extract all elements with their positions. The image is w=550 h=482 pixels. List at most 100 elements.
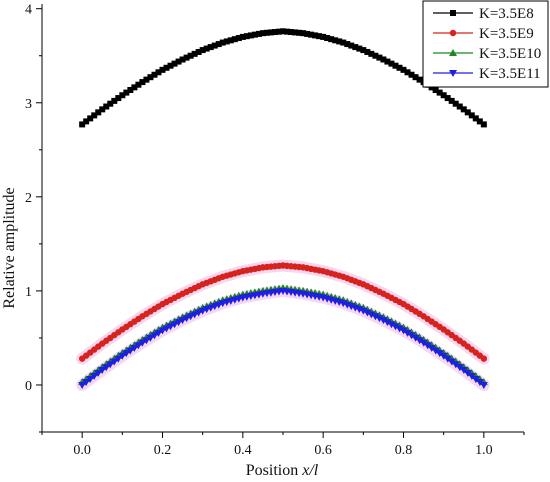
series-marker	[415, 337, 424, 345]
series-marker	[400, 66, 407, 73]
series-marker	[372, 52, 379, 59]
series-marker	[150, 332, 159, 340]
series-marker	[183, 54, 190, 61]
series-marker	[259, 30, 266, 37]
legend-item: K=3.5E10	[433, 46, 541, 62]
series-marker	[255, 30, 262, 37]
series-marker	[452, 100, 459, 107]
series-marker	[163, 64, 170, 71]
series-marker	[440, 92, 447, 99]
series-marker	[356, 45, 363, 52]
series-marker	[147, 74, 154, 81]
series-marker	[263, 29, 270, 36]
series-marker	[476, 118, 483, 125]
legend-label: K=3.5E11	[479, 66, 541, 82]
series-marker	[363, 309, 372, 317]
series-marker	[86, 375, 95, 383]
series-marker	[384, 58, 391, 65]
series-marker	[107, 100, 114, 107]
series-marker	[78, 381, 87, 389]
series-marker	[344, 41, 351, 48]
x-tick-label: 0.4	[234, 443, 252, 458]
series-marker	[126, 347, 135, 355]
series-marker	[182, 315, 191, 323]
series-marker	[130, 344, 139, 352]
series-marker	[139, 79, 146, 86]
series-marker	[380, 56, 387, 63]
series-marker	[98, 366, 107, 374]
series-marker	[186, 313, 195, 321]
series-marker	[360, 47, 367, 54]
series-marker	[174, 319, 183, 327]
series-marker	[135, 81, 142, 88]
series-marker	[368, 50, 375, 57]
legend-label: K=3.5E9	[479, 26, 534, 42]
series-marker	[407, 332, 416, 340]
series-marker	[364, 48, 371, 55]
series-marker	[447, 358, 456, 366]
series-marker	[127, 86, 134, 93]
series-marker	[103, 103, 110, 110]
series-marker	[427, 344, 436, 352]
series-marker	[235, 35, 242, 42]
series-marker	[316, 33, 323, 40]
series-marker	[416, 76, 423, 83]
series-marker	[480, 355, 488, 362]
series-marker	[460, 106, 467, 113]
series-marker	[324, 35, 331, 42]
series-marker	[158, 327, 167, 335]
series-marker	[82, 378, 91, 386]
series-marker	[114, 355, 123, 363]
series-k-3-5e9	[78, 262, 488, 362]
y-tick-label: 0	[25, 379, 32, 394]
series-marker	[328, 36, 335, 43]
series-marker	[115, 95, 122, 102]
series-marker	[450, 10, 456, 16]
series-marker	[464, 109, 471, 116]
series-marker	[195, 48, 202, 55]
series-marker	[167, 62, 174, 69]
series-marker	[456, 103, 463, 110]
y-axis-label: Relative amplitude	[1, 187, 18, 308]
series-marker	[151, 71, 158, 78]
series-marker	[312, 32, 319, 39]
series-marker	[110, 358, 119, 366]
x-tick-label: 0.8	[395, 443, 413, 458]
series-marker	[122, 350, 131, 358]
series-marker	[87, 115, 94, 122]
series-marker	[463, 369, 472, 377]
series-marker	[155, 69, 162, 76]
series-marker	[190, 311, 199, 319]
series-marker	[443, 355, 452, 363]
series-marker	[304, 30, 311, 37]
series-k-3-5e8	[79, 28, 487, 128]
series-marker	[194, 309, 203, 317]
series-marker	[387, 321, 396, 329]
series-marker	[412, 74, 419, 81]
series-marker	[90, 372, 99, 380]
series-marker	[239, 33, 246, 40]
chart-highlight-bands	[76, 259, 490, 391]
series-marker	[166, 323, 175, 331]
series-marker	[449, 29, 457, 37]
legend-item: K=3.5E11	[433, 66, 541, 82]
series-marker	[459, 366, 468, 374]
y-tick-label: 2	[25, 191, 32, 206]
series-marker	[431, 347, 440, 355]
series-marker	[320, 33, 327, 40]
series-marker	[162, 325, 171, 333]
series-marker	[94, 369, 103, 377]
series-marker	[396, 64, 403, 71]
y-tick-label: 1	[25, 285, 32, 300]
x-tick-label: 0.6	[314, 443, 332, 458]
series-line	[81, 287, 485, 383]
series-marker	[375, 315, 384, 323]
series-marker	[99, 106, 106, 113]
series-marker	[267, 29, 274, 36]
x-axis-label-prefix: Position	[246, 462, 302, 479]
series-marker	[138, 339, 147, 347]
series-marker	[455, 364, 464, 372]
series-marker	[332, 37, 339, 44]
series-marker	[348, 42, 355, 49]
